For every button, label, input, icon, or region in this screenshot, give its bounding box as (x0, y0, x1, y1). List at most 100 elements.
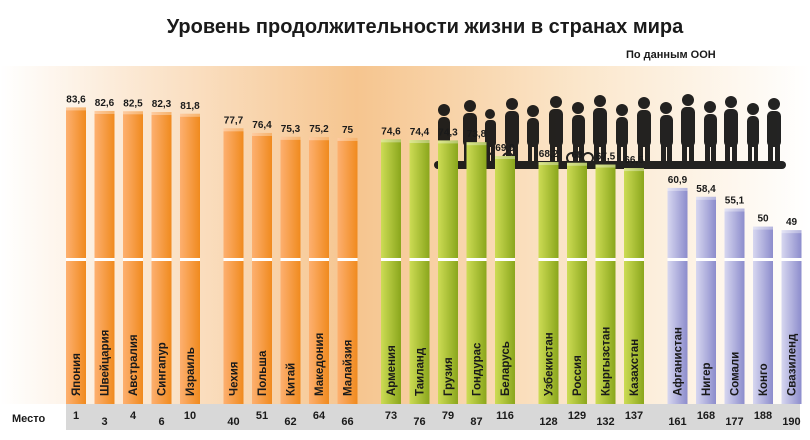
bar-separator (696, 258, 716, 261)
bar-value-label: 83,6 (66, 94, 86, 105)
chart-panel: Место 83,6 Япония 1 82,6 Швейцария 3 82,5 Австр… (0, 66, 810, 430)
country-label: Афганистан (673, 327, 685, 396)
rank-value: 129 (568, 410, 586, 422)
bar (66, 107, 86, 404)
bar-cap (409, 140, 430, 144)
rank-row-title: Место (12, 413, 45, 425)
bar-cap (309, 137, 329, 141)
bar (495, 156, 515, 404)
bar-value-label: 67,5 (596, 152, 616, 163)
rank-value: 128 (539, 416, 557, 428)
bar (753, 226, 773, 404)
country-label: Грузия (443, 357, 455, 396)
bar-separator (309, 258, 329, 261)
chart-title: Уровень продолжительности жизни в страна… (166, 16, 684, 38)
rank-value: 4 (130, 410, 137, 422)
country-label: Армения (386, 345, 398, 396)
bar-value-label: 75,2 (309, 124, 329, 135)
bar-value-label: 66,5 (624, 155, 644, 166)
bar-cap (280, 136, 301, 140)
bar (595, 164, 616, 404)
country-label: Македония (314, 333, 326, 396)
bar-cap (252, 132, 272, 136)
rank-value: 190 (782, 416, 800, 428)
rank-value: 40 (227, 416, 239, 428)
country-label: Кыргызстан (601, 327, 613, 396)
bar (466, 142, 487, 404)
bar-value-label: 73,8 (467, 129, 487, 140)
bar-separator (781, 258, 802, 261)
country-label: Таиланд (415, 347, 427, 396)
country-label: Свазиленд (787, 333, 799, 396)
bar-value-label: 60,9 (668, 175, 688, 186)
bar (567, 162, 587, 404)
country-label: Израиль (185, 347, 197, 396)
bar (381, 139, 401, 404)
bar (309, 137, 329, 404)
bar-value-label: 55,1 (725, 196, 745, 207)
bar-cap (667, 187, 688, 191)
bar-value-label: 74,6 (381, 126, 401, 137)
country-label: Япония (71, 353, 83, 396)
bar-value-label: 68,2 (539, 149, 559, 160)
bar-separator (567, 258, 587, 261)
bar (280, 136, 301, 404)
country-label: Россия (572, 355, 584, 396)
bar (538, 162, 559, 404)
bar-separator (724, 258, 745, 261)
rank-value: 6 (158, 416, 164, 428)
bar-separator (624, 258, 644, 261)
bar-cap (66, 107, 86, 111)
bar-value-label: 75,3 (281, 124, 301, 135)
bar-separator (466, 258, 487, 261)
bar (223, 128, 244, 404)
bar-cap (724, 208, 745, 212)
bar-value-label: 68 (571, 150, 583, 161)
country-label: Нигер (701, 362, 713, 396)
bar (667, 187, 688, 404)
rank-value: 1 (73, 410, 79, 422)
bar-cap (438, 140, 458, 144)
bar-separator (667, 258, 688, 261)
rank-value: 116 (496, 410, 514, 422)
rank-value: 10 (184, 410, 196, 422)
bar-cap (495, 156, 515, 160)
bar-separator (66, 258, 86, 261)
rank-value: 62 (284, 416, 296, 428)
bar (337, 137, 358, 404)
rank-value: 73 (385, 410, 397, 422)
bar-cap (466, 142, 487, 146)
bar-separator (409, 258, 430, 261)
rank-value: 66 (341, 416, 353, 428)
rank-row-background (66, 404, 800, 430)
bar-cap (624, 168, 644, 172)
bar-separator (151, 258, 172, 261)
bar-separator (495, 258, 515, 261)
bar-separator (438, 258, 458, 261)
bar (438, 140, 458, 404)
bar (252, 132, 272, 404)
bar-cap (180, 113, 200, 117)
bar-value-label: 82,3 (152, 99, 172, 110)
bar-separator (94, 258, 115, 261)
bar-value-label: 82,5 (123, 98, 143, 109)
rank-value: 177 (725, 416, 743, 428)
bar-cap (94, 110, 115, 114)
rank-value: 168 (697, 410, 715, 422)
bar-value-label: 50 (757, 214, 769, 225)
bar (624, 168, 644, 404)
bar (696, 196, 716, 404)
bar-separator (337, 258, 358, 261)
country-label: Сомали (730, 352, 742, 396)
bar-cap (337, 137, 358, 141)
rank-value: 51 (256, 410, 268, 422)
bar-value-label: 76,4 (252, 120, 272, 131)
rank-value: 137 (625, 410, 643, 422)
country-label: Швейцария (100, 330, 112, 396)
rank-value: 79 (442, 410, 454, 422)
bar-chart: Место 83,6 Япония 1 82,6 Швейцария 3 82,5 Австр… (12, 94, 802, 430)
bar-cap (567, 162, 587, 166)
country-label: Малайзия (343, 340, 355, 396)
rank-value: 3 (101, 416, 107, 428)
bar-cap (381, 139, 401, 143)
